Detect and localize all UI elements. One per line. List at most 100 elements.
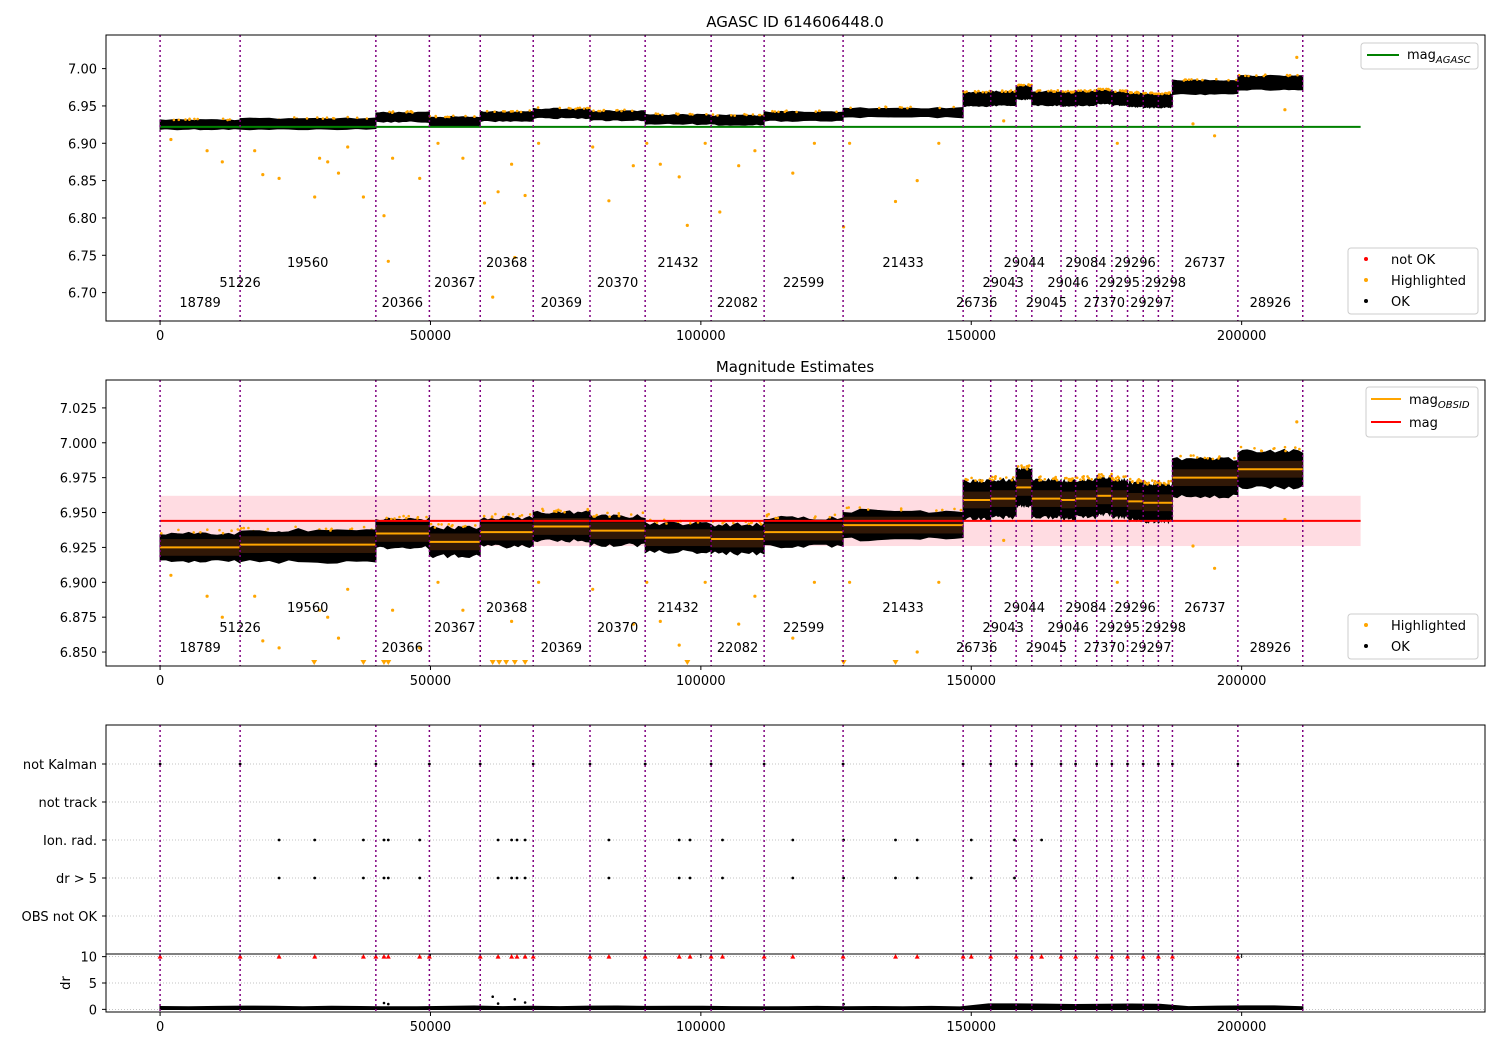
highlighted-fringe-point bbox=[814, 110, 818, 113]
highlighted-fringe-point bbox=[1206, 457, 1209, 460]
highlighted-point bbox=[1002, 119, 1006, 123]
highlighted-fringe-point bbox=[1139, 479, 1142, 482]
highlighted-fringe-point bbox=[991, 475, 994, 479]
highlighted-fringe-point bbox=[616, 108, 619, 112]
obsid-label: 18789 bbox=[179, 641, 220, 656]
panel-magnitude-frame bbox=[105, 379, 1486, 667]
highlighted-fringe-point bbox=[1114, 476, 1118, 480]
highlighted-point bbox=[631, 164, 635, 168]
highlighted-point bbox=[812, 580, 817, 584]
highlighted-fringe-point bbox=[606, 511, 609, 515]
legend-swatch-ok bbox=[1364, 299, 1368, 303]
below-range-marker bbox=[684, 660, 691, 665]
dr-clipped-marker bbox=[417, 954, 423, 959]
highlighted-fringe-point bbox=[552, 510, 556, 513]
highlighted-fringe-point bbox=[899, 507, 903, 510]
highlighted-fringe-point bbox=[1150, 91, 1154, 95]
highlighted-fringe-point bbox=[1218, 455, 1221, 458]
highlighted-fringe-point bbox=[617, 512, 621, 515]
obsid-label: 27370 bbox=[1084, 296, 1125, 311]
highlighted-fringe-point bbox=[1019, 83, 1023, 87]
highlighted-fringe-point bbox=[1025, 467, 1029, 471]
highlighted-fringe-point bbox=[574, 107, 577, 111]
x-tick-label: 0 bbox=[156, 674, 164, 689]
highlighted-fringe-point bbox=[230, 529, 233, 532]
highlighted-point bbox=[361, 195, 365, 199]
ok-points-band-20367 bbox=[428, 115, 481, 128]
highlighted-point bbox=[848, 141, 852, 145]
dr-clipped-marker bbox=[893, 954, 899, 959]
x-tick-label: 200000 bbox=[1217, 1020, 1267, 1035]
below-range-marker bbox=[840, 660, 847, 665]
obsid-label: 29046 bbox=[1047, 621, 1088, 636]
highlighted-fringe-point bbox=[1195, 78, 1199, 81]
highlighted-fringe-point bbox=[1136, 481, 1140, 485]
y-tick-label: 6.90 bbox=[68, 137, 97, 152]
flag-point bbox=[688, 838, 692, 842]
highlighted-fringe-point bbox=[906, 106, 909, 110]
panel-magnitude-legend-status: Highlighted OK bbox=[1347, 613, 1479, 660]
legend-swatch-highlighted-2 bbox=[1364, 623, 1368, 627]
obsid-label: 29044 bbox=[1004, 256, 1045, 271]
highlighted-fringe-point bbox=[1128, 477, 1132, 481]
ok-points-band-26737 bbox=[1171, 79, 1239, 96]
highlighted-fringe-point bbox=[774, 516, 777, 520]
highlighted-fringe-point bbox=[655, 521, 659, 524]
obsid-label: 21432 bbox=[657, 601, 698, 616]
flag-point bbox=[1157, 762, 1160, 766]
obsid-label: 29084 bbox=[1065, 601, 1106, 616]
flag-point bbox=[382, 876, 386, 880]
highlighted-fringe-point bbox=[192, 531, 195, 534]
dr-clipped-marker bbox=[642, 954, 648, 959]
highlighted-fringe-point bbox=[1027, 83, 1030, 86]
flag-point bbox=[510, 876, 513, 880]
highlighted-fringe-point bbox=[1168, 91, 1171, 94]
highlighted-fringe-point bbox=[691, 113, 694, 116]
highlighted-fringe-point bbox=[393, 517, 396, 520]
highlighted-fringe-point bbox=[462, 525, 465, 529]
dr-clipped-marker bbox=[509, 954, 515, 959]
highlighted-fringe-point bbox=[1153, 482, 1156, 486]
highlighted-fringe-point bbox=[1122, 475, 1125, 479]
panel-magnitude-estimates-title: Magnitude Estimates bbox=[716, 358, 874, 376]
obsid-label: 22082 bbox=[717, 296, 758, 311]
highlighted-point bbox=[1213, 566, 1217, 570]
highlighted-point bbox=[677, 175, 681, 179]
highlighted-fringe-point bbox=[773, 110, 777, 113]
highlighted-fringe-point bbox=[938, 106, 941, 110]
flag-point bbox=[709, 762, 713, 766]
highlighted-fringe-point bbox=[1038, 89, 1042, 92]
highlighted-point bbox=[1115, 141, 1119, 145]
highlighted-fringe-point bbox=[247, 526, 250, 530]
obsid-label: 28926 bbox=[1250, 296, 1291, 311]
obsid-label: 20370 bbox=[597, 276, 638, 291]
highlighted-point bbox=[915, 650, 919, 654]
highlighted-point bbox=[391, 156, 395, 160]
highlighted-fringe-point bbox=[909, 105, 912, 109]
legend-label-ok: OK bbox=[1391, 295, 1410, 310]
ok-points-band-21433 bbox=[842, 106, 964, 119]
flag-point bbox=[969, 838, 973, 842]
highlighted-fringe-point bbox=[242, 526, 246, 530]
obsid-label: 29298 bbox=[1145, 276, 1186, 291]
obsid-label: 29044 bbox=[1004, 601, 1045, 616]
highlighted-fringe-point bbox=[991, 478, 994, 482]
flag-point bbox=[721, 838, 724, 842]
highlighted-fringe-point bbox=[569, 107, 572, 110]
highlighted-fringe-point bbox=[1102, 474, 1105, 478]
below-range-marker bbox=[503, 660, 510, 665]
highlighted-fringe-point bbox=[711, 113, 715, 116]
highlighted-fringe-point bbox=[877, 106, 881, 110]
highlighted-fringe-point bbox=[1054, 475, 1057, 479]
highlighted-fringe-point bbox=[218, 528, 221, 532]
flag-point bbox=[961, 762, 965, 766]
below-range-marker bbox=[496, 660, 503, 665]
ok-points-band-21432 bbox=[644, 113, 712, 126]
obsid-label: 26736 bbox=[956, 641, 997, 656]
highlighted-point bbox=[658, 162, 662, 166]
panel-agasc-plot-area: 18789 51226 19560 20366 20367 20368 20369 20370… bbox=[159, 35, 1361, 321]
panel-dr-axes: 0 50000 100000 150000 200000 0 5 10 bbox=[80, 951, 1266, 1035]
highlighted-fringe-point bbox=[599, 109, 602, 113]
highlighted-fringe-point bbox=[324, 527, 328, 531]
highlighted-fringe-point bbox=[795, 110, 798, 114]
